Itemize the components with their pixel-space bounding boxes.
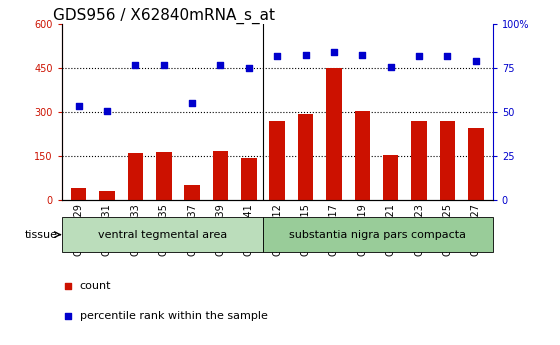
Point [273,54,282,59]
Point [102,108,111,114]
Point [301,52,310,58]
Bar [184,186,200,200]
Bar [128,153,143,200]
Point [216,62,225,68]
Point [63,313,72,318]
Point [329,49,338,55]
Bar [156,152,171,200]
Point [131,62,140,68]
Text: tissue: tissue [24,230,57,239]
Text: count: count [80,282,111,292]
Point [188,101,197,106]
Bar [263,217,493,252]
Point [244,66,253,71]
Bar [468,128,484,200]
Point [443,54,452,59]
Point [63,284,72,289]
Bar [298,114,314,200]
Text: percentile rank within the sample: percentile rank within the sample [80,311,268,321]
Bar [241,158,256,200]
Bar [326,68,342,200]
Bar [411,121,427,200]
Text: substantia nigra pars compacta: substantia nigra pars compacta [290,230,466,239]
Text: GDS956 / X62840mRNA_s_at: GDS956 / X62840mRNA_s_at [53,8,275,24]
Point [74,104,83,109]
Bar [213,151,228,200]
Point [472,58,480,63]
Bar [269,121,285,200]
Bar [62,217,263,252]
Point [386,64,395,69]
Point [358,52,367,58]
Bar [440,121,455,200]
Bar [383,155,399,200]
Bar [99,191,115,200]
Bar [71,188,86,200]
Bar [354,111,370,200]
Text: ventral tegmental area: ventral tegmental area [97,230,227,239]
Point [414,54,423,59]
Point [159,62,168,68]
